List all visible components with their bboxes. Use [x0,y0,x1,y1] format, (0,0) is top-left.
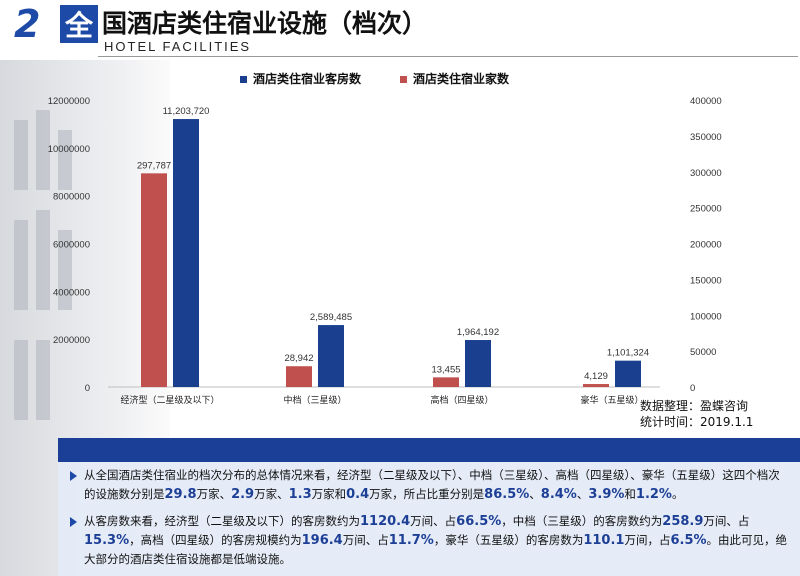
bar-hotels [583,384,609,387]
building-window [36,340,50,420]
bars-group [141,119,641,387]
legend-swatch-hotels [400,76,407,83]
summary-bullet-1: 从全国酒店类住宿业的档次分布的总体情况来看，经济型（二星级及以下）、中档（三星级… [70,466,790,504]
bar-rooms [615,360,641,387]
data-source-note: 数据整理：盈蝶咨询 统计时间：2019.1.1 [640,398,753,430]
x-tick-label: 高档（四星级） [430,394,493,405]
title-first-char-box: 全 [60,5,98,43]
bar-hotels [141,173,167,387]
y-axis-right: 0 50000 100000 150000 200000 250000 300000 3500… [690,96,722,394]
bar-rooms [173,119,199,387]
building-window [36,210,50,310]
y-left-tick-label: 6000000 [53,240,90,251]
y-right-tick-label: 400000 [690,96,722,107]
x-tick-label: 经济型（二星级及以下） [120,394,219,405]
summary-panel: 从全国酒店类住宿业的档次分布的总体情况来看，经济型（二星级及以下）、中档（三星级… [58,438,800,576]
y-right-tick-label: 0 [690,383,695,394]
building-window [58,230,72,310]
bar-label-rooms: 1,964,192 [457,327,499,338]
x-tick-label: 中档（三星级） [283,394,346,405]
x-tick-label: 豪华（五星级） [580,394,643,405]
summary-bullet-2: 从客房数来看，经济型（二星级及以下）的客房数约为1120.4万间、占66.5%，… [70,512,790,569]
bullet-triangle-icon [70,471,77,481]
bullet-triangle-icon [70,517,77,527]
building-window [36,110,50,190]
bar-rooms [318,325,344,387]
bar-label-hotels: 297,787 [137,160,171,171]
header-divider [98,56,798,57]
y-right-tick-label: 150000 [690,275,722,286]
y-right-tick-label: 100000 [690,311,722,322]
y-right-tick-label: 250000 [690,204,722,215]
section-number: 2 [14,2,41,46]
page-subtitle: HOTEL FACILITIES [104,39,252,54]
bar-label-hotels: 28,942 [284,353,313,364]
y-right-tick-label: 300000 [690,168,722,179]
building-window [14,120,28,190]
y-left-tick-label: 12000000 [48,96,90,107]
building-window [58,130,72,190]
bar-hotels [286,366,312,387]
source-line-2: 统计时间：2019.1.1 [640,415,754,429]
bar-rooms [465,340,491,387]
y-left-tick-label: 8000000 [53,192,90,203]
legend: 酒店类住宿业客房数 酒店类住宿业家数 [240,71,510,86]
summary-panel-header-bar [58,438,800,462]
bar-label-hotels: 13,455 [431,364,460,375]
building-window [14,220,28,310]
y-axis-left: 0 2000000 4000000 6000000 8000000 10000000 120… [48,96,90,394]
bar-label-rooms: 2,589,485 [310,312,352,323]
legend-label-hotels: 酒店类住宿业家数 [413,71,510,86]
legend-label-rooms: 酒店类住宿业客房数 [253,71,362,86]
summary-bullet-2-text: 从客房数来看，经济型（二星级及以下）的客房数约为1120.4万间、占66.5%，… [84,514,788,566]
building-window [14,340,28,420]
y-left-tick-label: 2000000 [53,335,90,346]
y-right-tick-label: 200000 [690,240,722,251]
source-line-1: 数据整理：盈蝶咨询 [640,399,749,413]
y-left-tick-label: 0 [85,383,90,394]
page-title: 国酒店类住宿业设施（档次） [102,9,428,38]
y-right-tick-label: 50000 [690,347,716,358]
y-right-tick-label: 350000 [690,132,722,143]
y-left-tick-label: 4000000 [53,287,90,298]
bar-hotels [433,377,459,387]
bar-label-hotels: 4,129 [584,371,608,382]
bar-label-rooms: 11,203,720 [163,106,210,117]
summary-bullet-1-text: 从全国酒店类住宿业的档次分布的总体情况来看，经济型（二星级及以下）、中档（三星级… [84,468,780,502]
bar-label-rooms: 1,101,324 [607,348,649,359]
bar-labels-group: 297,787 11,203,720 28,942 2,589,485 13,455 1,… [137,106,649,382]
y-left-tick-label: 10000000 [48,144,90,155]
legend-swatch-rooms [240,76,247,83]
x-axis-labels: 经济型（二星级及以下） 中档（三星级） 高档（四星级） 豪华（五星级） [120,394,643,405]
bar-chart: 酒店类住宿业客房数 酒店类住宿业家数 020000004000000600000… [48,71,722,405]
